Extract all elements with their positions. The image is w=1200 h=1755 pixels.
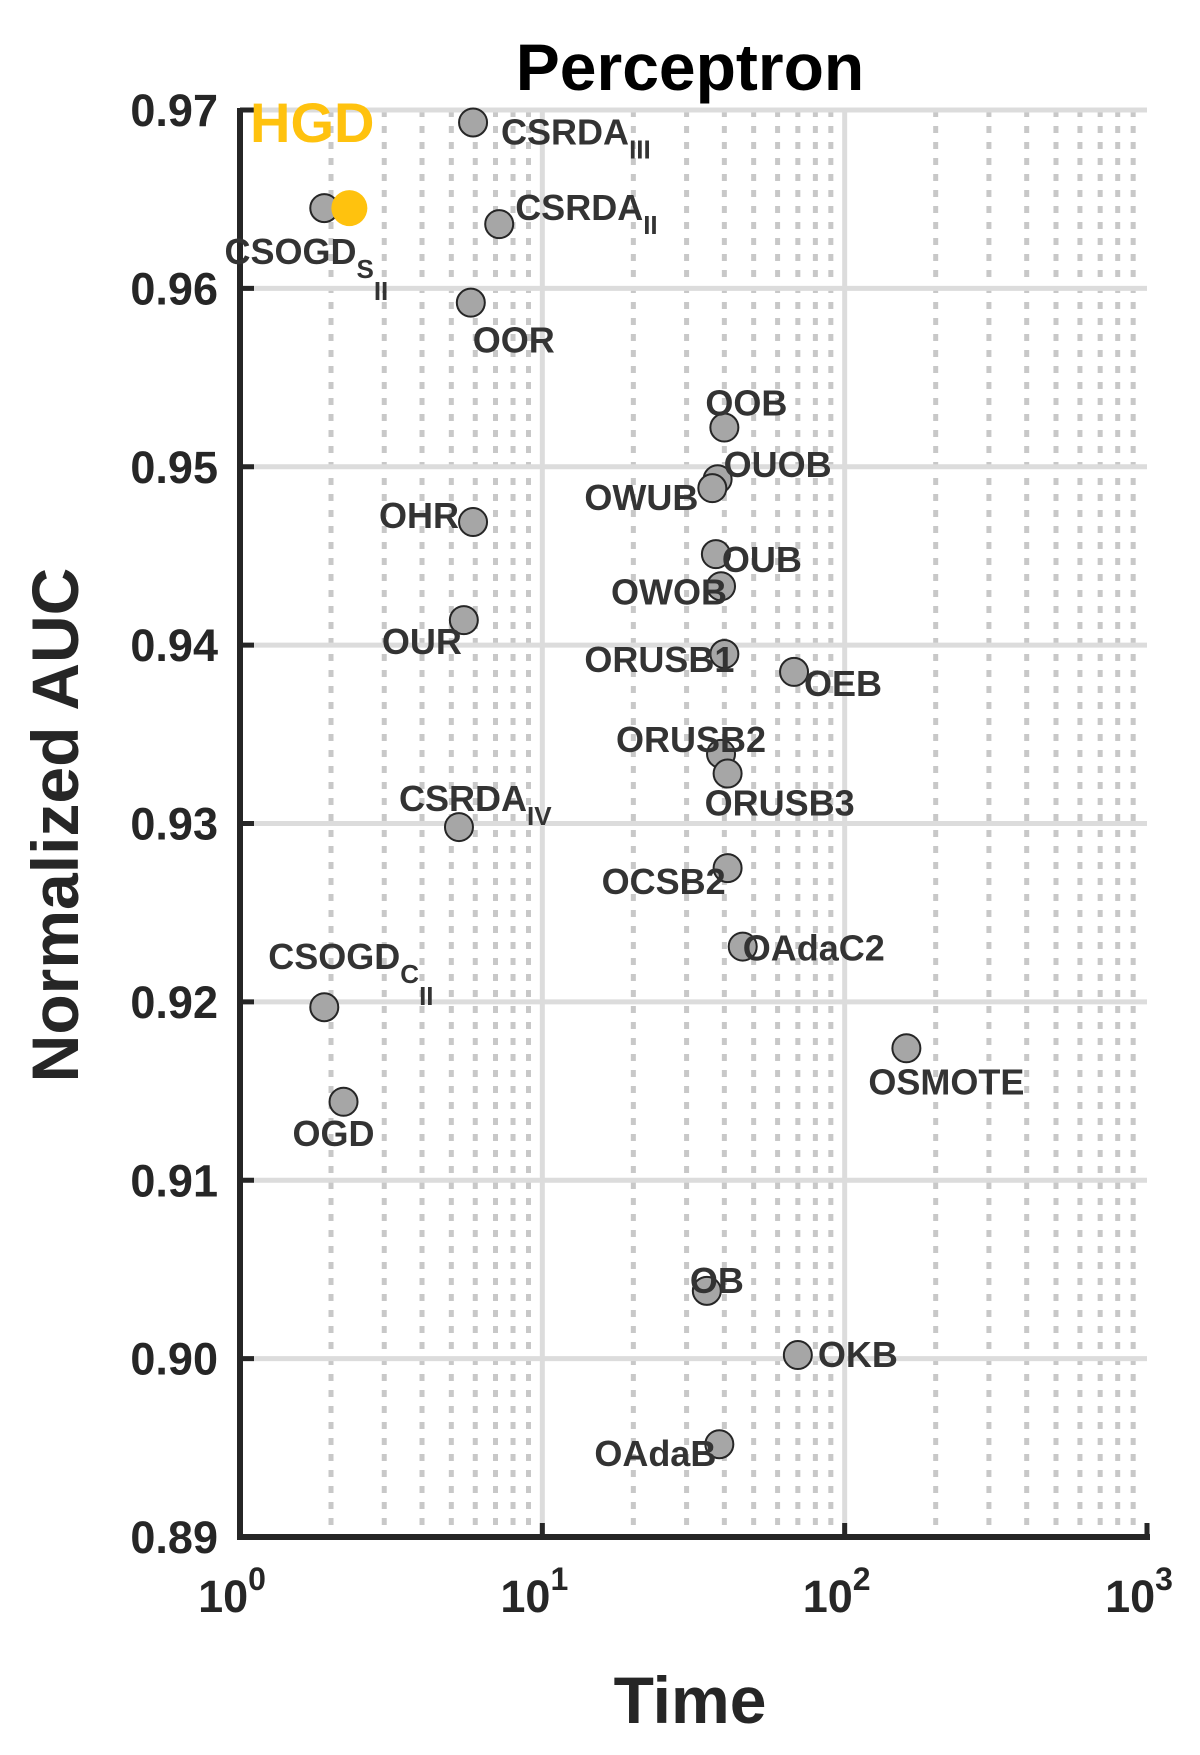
data-point	[891, 1033, 922, 1064]
data-point	[448, 605, 479, 636]
x-tick-label: 101	[500, 1561, 568, 1622]
point-label: CSRDAII	[515, 187, 657, 240]
data-point	[691, 1275, 722, 1306]
data-point	[697, 473, 728, 504]
data-point	[709, 639, 740, 670]
point-label: OAdaB	[594, 1433, 716, 1474]
x-tick-label: 102	[803, 1561, 871, 1622]
data-point	[484, 209, 515, 240]
point-label: ORUSB1	[584, 639, 734, 680]
y-tick-label: 0.89	[130, 1512, 218, 1563]
axes	[237, 107, 1150, 1540]
data-point	[309, 992, 340, 1023]
grid	[240, 107, 1147, 1540]
data-point	[712, 758, 743, 789]
y-tick-label: 0.90	[130, 1334, 218, 1385]
y-axis-label: Normalized AUC	[18, 568, 92, 1083]
y-tick-label: 0.93	[130, 799, 218, 850]
data-point	[328, 1086, 359, 1117]
chart-title: Perceptron	[516, 30, 864, 104]
data-point	[458, 507, 489, 538]
data-point	[779, 656, 810, 687]
point-label: OUB	[722, 539, 802, 580]
data-point	[458, 107, 489, 138]
point-label: OUR	[382, 621, 462, 662]
point-label: CSRDAIII	[501, 111, 651, 164]
point-label: OUOB	[724, 444, 832, 485]
data-point	[443, 812, 474, 843]
point-label: CSOGDSII	[224, 231, 388, 306]
point-label: OEB	[804, 663, 882, 704]
x-tick-label: 103	[1105, 1561, 1173, 1622]
point-label: ORUSB3	[705, 783, 855, 824]
point-label: OHR	[379, 495, 459, 536]
point-labels: CSRDAIII CSOGDSII CSRDAII OOR OOB OUOB OWUB OHR…	[224, 91, 1024, 1474]
tick-labels: 0.89 0.90 0.91 0.92 0.93 0.94 0.95 0.96 0.97 100 1…	[130, 85, 1173, 1622]
data-point	[709, 412, 740, 443]
point-label: OGD	[293, 1113, 375, 1154]
data-point	[782, 1340, 813, 1371]
point-label: ORUSB2	[616, 719, 766, 760]
point-label: OB	[690, 1260, 744, 1301]
y-tick-label: 0.91	[130, 1155, 218, 1206]
data-point	[712, 853, 743, 884]
point-label: OKB	[818, 1334, 898, 1375]
data-point	[455, 287, 486, 318]
point-label: OWOB	[611, 571, 727, 612]
data-point	[706, 571, 737, 602]
point-label: OOB	[705, 383, 787, 424]
data-points	[309, 107, 922, 1460]
x-tick-label: 100	[198, 1561, 266, 1622]
y-tick-label: 0.92	[130, 977, 218, 1028]
point-label: OCSB2	[602, 861, 726, 902]
x-axis-label: Time	[614, 1663, 767, 1737]
highlight-label: HGD	[250, 91, 374, 154]
data-point	[727, 931, 758, 962]
data-point	[704, 1429, 735, 1460]
y-tick-label: 0.97	[130, 85, 218, 136]
y-tick-label: 0.94	[130, 620, 218, 671]
point-label: OSMOTE	[868, 1061, 1024, 1102]
point-label: OWUB	[584, 477, 698, 518]
point-label: OAdaC2	[743, 928, 885, 969]
data-point	[700, 539, 731, 570]
point-label: OOR	[473, 320, 555, 361]
highlight-point	[331, 190, 368, 227]
y-tick-label: 0.96	[130, 263, 218, 314]
y-tick-label: 0.95	[130, 442, 218, 493]
